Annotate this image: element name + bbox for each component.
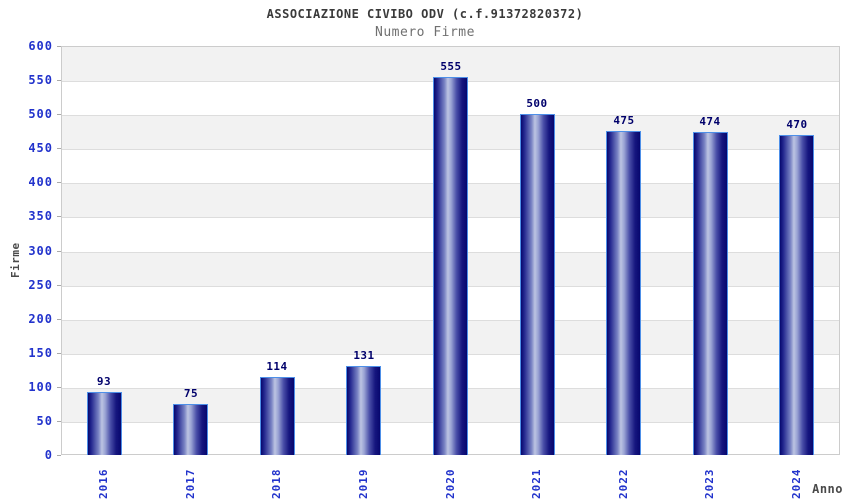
y-tick-mark bbox=[57, 46, 61, 47]
grid-band bbox=[62, 47, 839, 82]
bar-value-label: 474 bbox=[699, 115, 721, 128]
chart-subtitle: Numero Firme bbox=[375, 25, 475, 40]
x-tick-label: 2017 bbox=[184, 468, 197, 500]
y-tick-mark bbox=[57, 251, 61, 252]
y-tick-label: 450 bbox=[28, 141, 53, 155]
y-tick-label: 300 bbox=[28, 244, 53, 258]
y-tick-label: 500 bbox=[28, 107, 53, 121]
bar-value-label: 131 bbox=[353, 349, 375, 362]
y-tick-mark bbox=[57, 216, 61, 217]
bar-value-label: 475 bbox=[613, 114, 635, 127]
y-tick-mark bbox=[57, 285, 61, 286]
bar-2017 bbox=[173, 404, 208, 455]
y-tick-mark bbox=[57, 80, 61, 81]
bar-2023 bbox=[693, 132, 728, 455]
y-tick-label: 100 bbox=[28, 380, 53, 394]
y-tick-mark bbox=[57, 421, 61, 422]
bar-2022 bbox=[606, 131, 641, 455]
bar-value-label: 470 bbox=[786, 118, 808, 131]
y-axis-label: Firme bbox=[9, 242, 22, 278]
y-tick-label: 400 bbox=[28, 175, 53, 189]
bar-2018 bbox=[260, 377, 295, 455]
bar-value-label: 114 bbox=[266, 360, 288, 373]
y-tick-label: 200 bbox=[28, 312, 53, 326]
y-tick-label: 600 bbox=[28, 39, 53, 53]
y-tick-label: 0 bbox=[44, 448, 53, 462]
x-tick-label: 2021 bbox=[530, 468, 543, 500]
y-tick-mark bbox=[57, 319, 61, 320]
x-tick-label: 2019 bbox=[357, 468, 370, 500]
bar-2016 bbox=[87, 392, 122, 455]
chart-title: ASSOCIAZIONE CIVIBO ODV (c.f.91372820372… bbox=[266, 7, 584, 21]
y-tick-mark bbox=[57, 182, 61, 183]
y-tick-mark bbox=[57, 353, 61, 354]
x-tick-label: 2020 bbox=[444, 468, 457, 500]
x-tick-label: 2018 bbox=[270, 468, 283, 500]
y-tick-mark bbox=[57, 148, 61, 149]
y-tick-mark bbox=[57, 455, 61, 456]
bar-value-label: 500 bbox=[526, 97, 548, 110]
x-tick-label: 2022 bbox=[617, 468, 630, 500]
y-tick-label: 550 bbox=[28, 73, 53, 87]
y-tick-mark bbox=[57, 114, 61, 115]
bar-value-label: 75 bbox=[183, 387, 199, 400]
y-tick-mark bbox=[57, 387, 61, 388]
bar-2021 bbox=[520, 114, 555, 455]
bar-value-label: 555 bbox=[440, 60, 462, 73]
x-tick-label: 2016 bbox=[97, 468, 110, 500]
x-tick-label: 2024 bbox=[790, 468, 803, 500]
y-tick-label: 350 bbox=[28, 209, 53, 223]
y-tick-label: 150 bbox=[28, 346, 53, 360]
y-tick-label: 250 bbox=[28, 278, 53, 292]
bar-2020 bbox=[433, 77, 468, 455]
bar-2019 bbox=[346, 366, 381, 455]
bar-value-label: 93 bbox=[96, 375, 112, 388]
bar-2024 bbox=[779, 135, 814, 455]
y-tick-label: 50 bbox=[36, 414, 53, 428]
x-tick-label: 2023 bbox=[703, 468, 716, 500]
x-axis-label: Anno bbox=[812, 482, 843, 496]
